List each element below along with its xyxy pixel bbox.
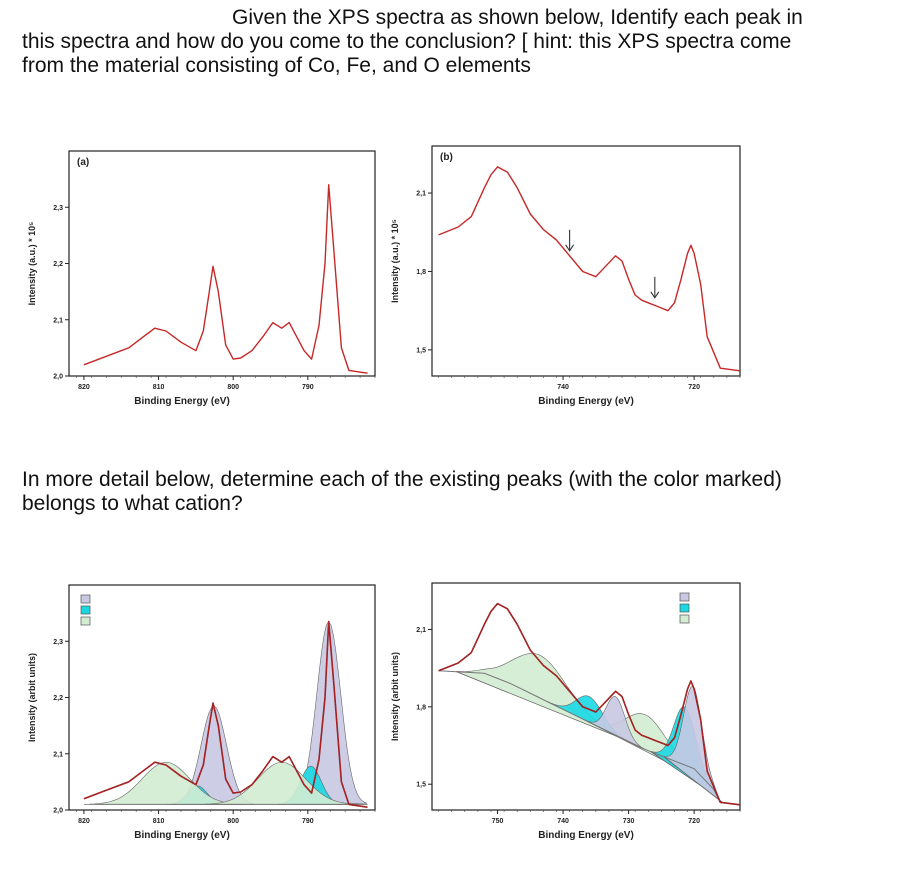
x-tick-label: 790 (302, 818, 314, 825)
question-line-1: Given the XPS spectra as shown below, Id… (232, 6, 803, 29)
y-tick-label: 2,1 (53, 751, 63, 758)
background-line (438, 670, 741, 806)
question-line-5: belongs to what cation? (22, 492, 243, 515)
y-axis-label: Intensity (a.u.) * 10⁵ (390, 219, 400, 303)
x-tick-label: 820 (78, 384, 90, 391)
y-axis-label: Intensity (arbit units) (27, 653, 37, 742)
x-axis-label: Binding Energy (eV) (134, 396, 230, 407)
legend-swatch (679, 592, 690, 602)
spectrum-line (83, 184, 368, 374)
x-axis-label: Binding Energy (eV) (134, 830, 230, 841)
x-tick-label: 750 (492, 818, 504, 825)
x-tick-label: 800 (227, 818, 239, 825)
y-tick-label: 2,3 (53, 639, 63, 646)
fit-peak-green (89, 761, 243, 805)
y-tick-label: 2,3 (53, 205, 63, 212)
x-tick-label: 790 (302, 384, 314, 391)
question-line-2: this spectra and how do you come to the … (22, 30, 792, 53)
x-tick-label: 810 (153, 384, 165, 391)
xps-chart-b: (b) 1,5 1,8 2,1 740 720 Binding Energy (eV) Int… (390, 145, 741, 407)
down-arrow-icon (650, 291, 660, 299)
x-tick-label: 740 (557, 818, 569, 825)
x-tick-label: 730 (623, 818, 635, 825)
fit-peak-lavender (585, 696, 645, 750)
x-axis-label: Binding Energy (eV) (538, 830, 634, 841)
x-tick-label: 720 (688, 818, 700, 825)
xps-fit-chart-fe: 1,5 1,8 2,1 750 740 730 720 Binding Energy (eV)… (390, 582, 741, 841)
y-tick-label: 2,1 (416, 191, 426, 198)
y-tick-label: 1,5 (416, 347, 426, 354)
x-tick-label: 810 (153, 818, 165, 825)
y-tick-label: 1,8 (416, 269, 426, 276)
spectrum-line (83, 621, 368, 808)
y-tick-label: 2,2 (53, 261, 63, 268)
y-axis-label: Intensity (a.u.) * 10⁵ (27, 222, 37, 306)
x-tick-label: 720 (688, 384, 700, 391)
y-tick-label: 2,0 (53, 808, 63, 815)
legend-swatch (679, 614, 690, 624)
x-tick-label: 740 (557, 384, 569, 391)
plot-frame (431, 582, 741, 811)
legend-swatch (80, 616, 91, 626)
xps-fit-chart-co: 2,0 2,1 2,2 2,3 820 810 800 790 Binding Energy (… (27, 584, 376, 841)
fit-peak-green (205, 761, 359, 805)
panel-label: (b) (440, 152, 453, 163)
x-tick-label: 820 (78, 818, 90, 825)
down-arrow-icon (565, 244, 575, 252)
legend-swatch (80, 605, 91, 615)
y-tick-label: 2,2 (53, 695, 63, 702)
y-axis-label: Intensity (arbit units) (390, 652, 400, 741)
plot-frame (431, 145, 741, 377)
panel-label: (a) (77, 157, 89, 168)
x-tick-label: 800 (227, 384, 239, 391)
x-axis-label: Binding Energy (eV) (538, 396, 634, 407)
y-tick-label: 2,1 (416, 627, 426, 634)
question-line-4: In more detail below, determine each of … (22, 468, 782, 491)
xps-chart-a: (a) 2,0 2,1 2,2 2,3 820 810 800 790 Binding Energ… (27, 150, 376, 407)
spectrum-line (438, 602, 741, 806)
y-tick-label: 2,0 (53, 374, 63, 381)
legend-swatch (80, 594, 91, 604)
y-tick-label: 2,1 (53, 317, 63, 324)
legend-swatch (679, 603, 690, 613)
spectrum-line (438, 166, 741, 372)
question-line-3: from the material consisting of Co, Fe, … (22, 54, 531, 77)
y-tick-label: 1,8 (416, 704, 426, 711)
y-tick-label: 1,5 (416, 782, 426, 789)
